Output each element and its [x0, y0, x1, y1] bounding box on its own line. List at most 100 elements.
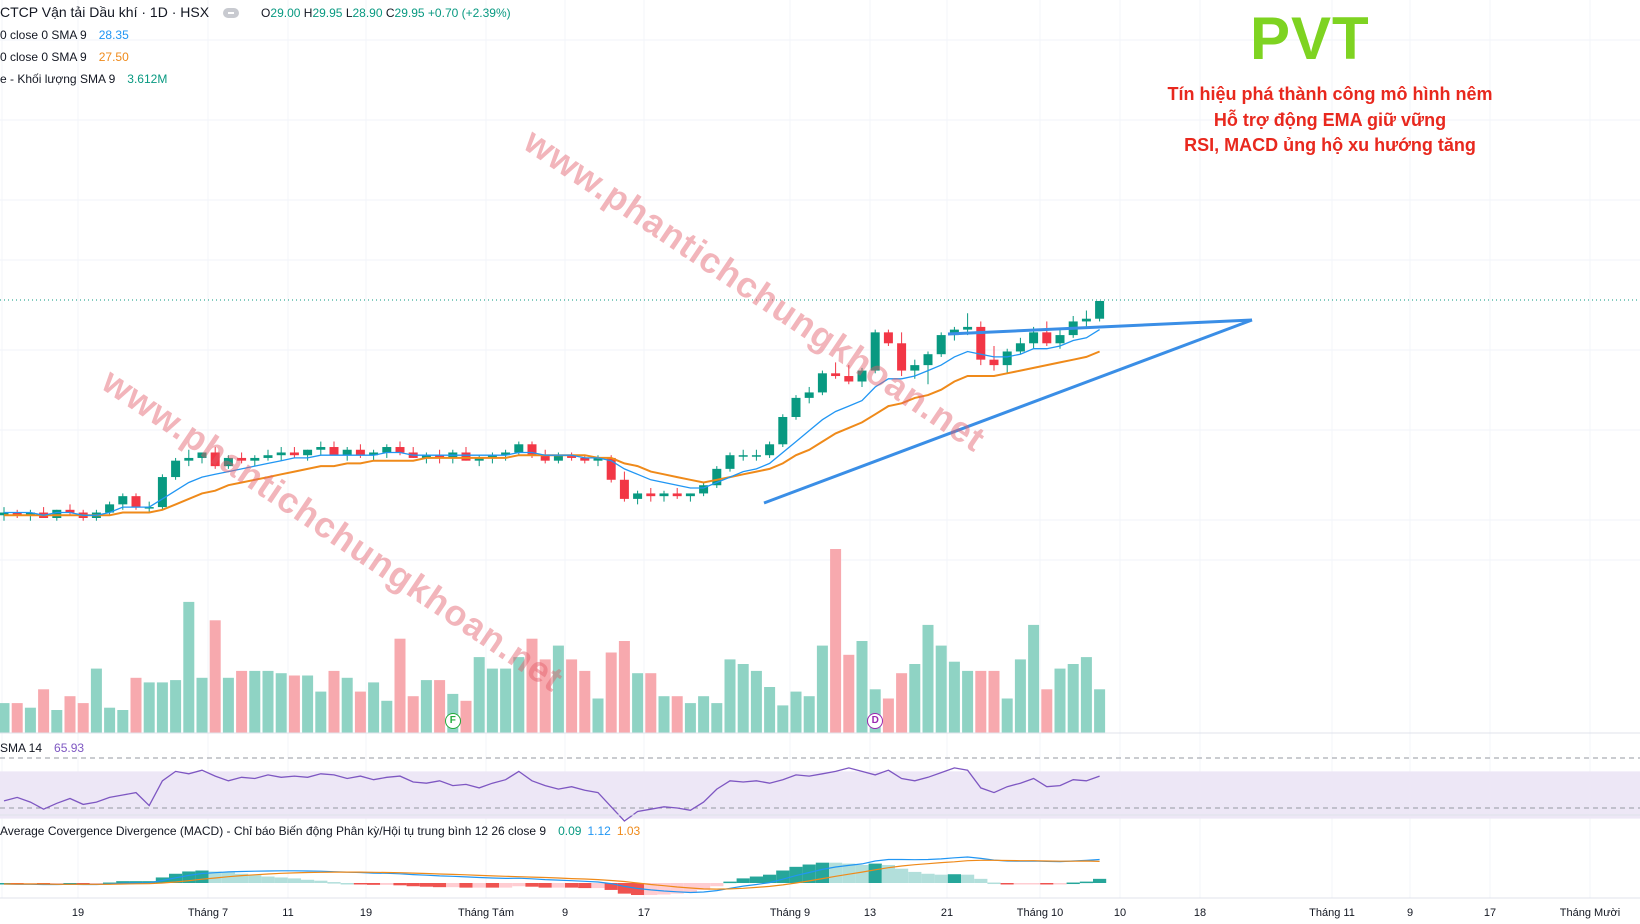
- x-tick-label: 9: [562, 907, 568, 919]
- volume-bar: [935, 645, 947, 733]
- volume-bar: [394, 638, 406, 733]
- macd-histogram-bar: [763, 874, 777, 883]
- volume-event-marker-d[interactable]: D: [867, 713, 884, 729]
- wedge-lower-trendline: [763, 318, 1253, 505]
- x-axis-ticks: 19 Tháng 7 11 19 Tháng Tám 9 17 Tháng 9 13 21 Thán…: [72, 907, 1620, 919]
- candle: [223, 455, 233, 469]
- candle: [1095, 300, 1105, 322]
- candle: [897, 332, 907, 377]
- candles: [0, 300, 1105, 521]
- volume-event-marker-f[interactable]: F: [444, 713, 461, 729]
- legend-volume[interactable]: e - Khối lượng SMA 9 3.612M: [0, 72, 168, 86]
- candle: [791, 395, 801, 420]
- candle: [540, 449, 550, 464]
- volume-bar: [104, 707, 116, 733]
- volume-bar: [830, 549, 842, 733]
- macd-histogram-bar: [604, 883, 618, 890]
- macd-histogram-bar: [802, 864, 816, 883]
- volume-bar: [684, 703, 696, 733]
- macd-histogram-bar: [1066, 882, 1080, 885]
- volume-bar: [1067, 664, 1079, 733]
- macd-histogram-bar: [1079, 881, 1093, 884]
- macd-histogram-bar: [512, 883, 526, 887]
- volume-bar: [737, 664, 749, 733]
- macd-histogram-bar: [301, 879, 315, 883]
- candle: [712, 466, 722, 488]
- macd-histogram-bar: [1053, 883, 1067, 885]
- macd-histogram-bar: [327, 882, 341, 884]
- volume-bar: [486, 668, 498, 733]
- macd-histogram-bar: [182, 871, 196, 883]
- legend-rsi[interactable]: SMA 14 65.93: [0, 741, 85, 755]
- macd-line: [3, 856, 1100, 894]
- candle: [408, 447, 418, 458]
- candle: [659, 490, 669, 502]
- macd-histogram-bar: [934, 874, 948, 883]
- candle: [474, 455, 484, 467]
- legend-macd[interactable]: Average Covergence Divergence (MACD) - C…: [0, 824, 641, 838]
- volume-bar: [38, 689, 50, 733]
- volume-bar: [1014, 659, 1026, 733]
- volume-bar: [539, 659, 551, 733]
- volume-bar: [288, 675, 300, 733]
- volume-bar: [1041, 689, 1053, 733]
- candle: [1081, 310, 1091, 327]
- volume-bar: [11, 703, 23, 733]
- volume-bar: [856, 641, 868, 733]
- volume-bar: [988, 670, 1000, 733]
- candle: [329, 441, 339, 456]
- candle: [303, 449, 313, 461]
- macd-histogram-bar: [710, 883, 724, 887]
- candle: [619, 471, 629, 502]
- candle: [553, 452, 563, 464]
- candle: [989, 346, 999, 371]
- macd-histogram-bar: [591, 883, 605, 889]
- volume-bar: [948, 661, 960, 733]
- symbol-header[interactable]: CTCP Vận tải Dầu khí · 1D · HSX O29.00 H2…: [0, 4, 511, 20]
- volume-bar: [618, 641, 630, 733]
- volume-bar: [711, 703, 723, 733]
- macd-histogram-bar: [961, 874, 975, 883]
- candle: [1042, 321, 1052, 347]
- volume-bar: [803, 696, 815, 733]
- volume-bar: [843, 654, 855, 733]
- macd-histogram-bar: [776, 870, 790, 883]
- volume-bar: [236, 670, 248, 733]
- x-tick-label: Tháng 11: [1309, 907, 1355, 919]
- volume-bar: [341, 677, 353, 733]
- annotation-line-2: Hỗ trợ động EMA giữ vững: [1213, 110, 1447, 130]
- visibility-icon[interactable]: [223, 8, 240, 19]
- volume-bar: [473, 657, 485, 733]
- candle: [289, 447, 299, 458]
- symbol-title[interactable]: CTCP Vận tải Dầu khí · 1D · HSX: [0, 4, 210, 20]
- x-tick-label: 13: [864, 907, 876, 919]
- volume-bar: [671, 696, 683, 733]
- volume-bar: [922, 624, 934, 733]
- x-tick-label: Tháng 9: [770, 907, 810, 919]
- volume-bar: [262, 670, 274, 733]
- legend-ema-slow[interactable]: 0 close 0 SMA 9 27.50: [0, 50, 129, 64]
- legend-ema-fast[interactable]: 0 close 0 SMA 9 28.35: [0, 28, 129, 42]
- volume-bar: [1054, 668, 1066, 733]
- volume-bars: [0, 549, 1106, 733]
- volume-bar: [0, 703, 10, 733]
- volume-bar: [249, 670, 261, 733]
- candle: [1002, 348, 1012, 374]
- candle: [699, 482, 709, 497]
- macd-histogram-bar: [446, 883, 460, 888]
- volume-bar: [143, 682, 155, 733]
- candle: [237, 452, 247, 464]
- candle: [39, 507, 49, 518]
- x-tick-label: Tháng Mười: [1560, 907, 1620, 919]
- volume-bar: [909, 664, 921, 733]
- volume-bar: [592, 698, 604, 733]
- macd-histogram-bar: [895, 868, 909, 883]
- volume-bar: [500, 668, 512, 733]
- candle: [646, 487, 656, 502]
- volume-bar: [209, 620, 221, 733]
- macd-histogram-bar: [974, 878, 988, 883]
- macd-histogram-bar: [1093, 878, 1107, 883]
- volume-bar: [302, 675, 314, 733]
- candle: [936, 332, 946, 357]
